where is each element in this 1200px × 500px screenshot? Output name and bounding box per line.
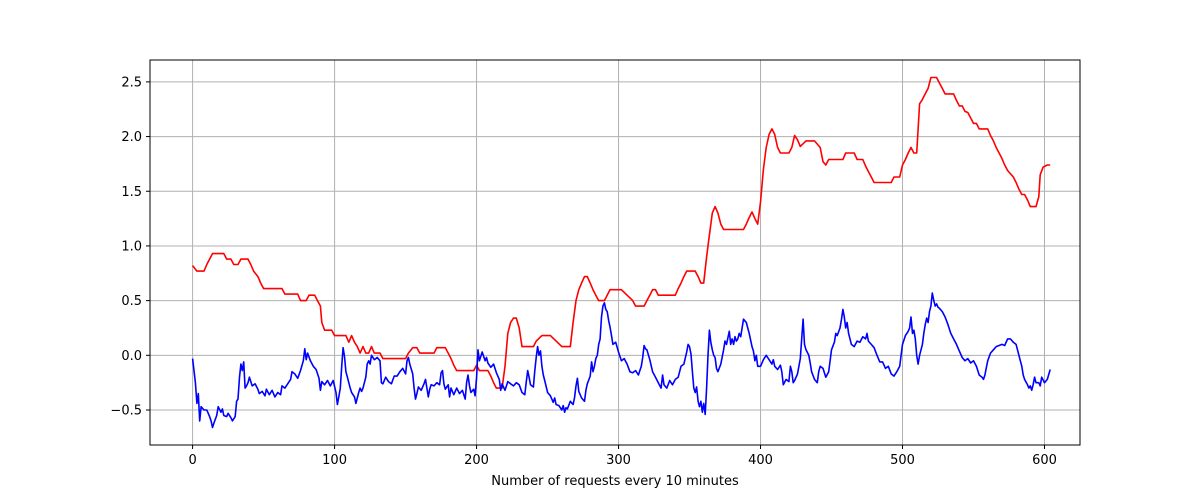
grid: [150, 60, 1080, 445]
x-tick-label: 300: [606, 453, 631, 468]
y-tick-label: 0.0: [121, 349, 142, 364]
x-tick-label: 500: [890, 453, 915, 468]
series-group: [191, 76, 1051, 429]
y-tick-label: −0.5: [110, 404, 142, 419]
x-tick-label: 600: [1032, 453, 1057, 468]
y-tick-label: 1.0: [121, 239, 142, 254]
y-tick-label: 0.5: [121, 294, 142, 309]
y-tick-label: 2.0: [121, 130, 142, 145]
plot-frame: [149, 59, 1081, 446]
red-series-line: [191, 76, 1051, 389]
x-tick-label: 0: [188, 453, 196, 468]
x-tick-label: 400: [748, 453, 773, 468]
x-tick-label: 200: [464, 453, 489, 468]
axis-ticks: 0 100 200 300 400 500 600 −0.5 0.0 0.5 1.0 1.5 2.0 2.…: [110, 75, 1056, 468]
y-tick-label: 1.5: [121, 185, 142, 200]
x-axis-label: Number of requests every 10 minutes: [491, 474, 739, 489]
y-tick-label: 2.5: [121, 75, 142, 90]
blue-series-line: [191, 292, 1051, 429]
x-tick-label: 100: [322, 453, 347, 468]
